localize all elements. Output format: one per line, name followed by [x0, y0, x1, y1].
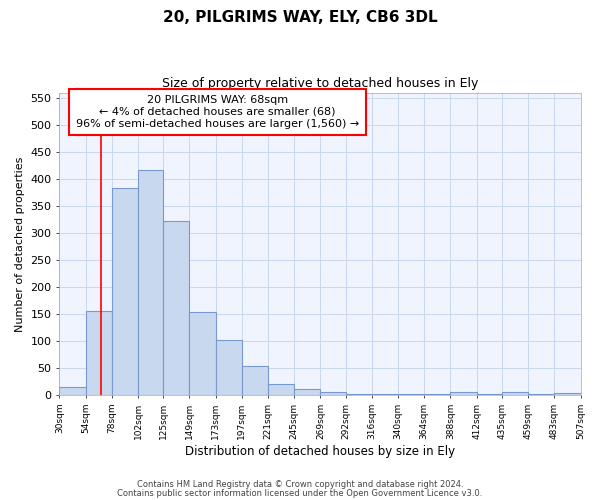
- Bar: [554, 393, 581, 395]
- Bar: [242, 366, 268, 395]
- Bar: [502, 392, 528, 395]
- Bar: [86, 312, 112, 395]
- Y-axis label: Number of detached properties: Number of detached properties: [15, 156, 25, 332]
- Bar: [59, 387, 86, 395]
- Bar: [190, 312, 215, 395]
- Bar: [138, 170, 163, 395]
- Bar: [215, 340, 242, 395]
- Title: Size of property relative to detached houses in Ely: Size of property relative to detached ho…: [162, 78, 478, 90]
- Bar: [398, 394, 424, 395]
- Text: Contains HM Land Registry data © Crown copyright and database right 2024.: Contains HM Land Registry data © Crown c…: [137, 480, 463, 489]
- Bar: [451, 392, 477, 395]
- Bar: [112, 188, 138, 395]
- Bar: [528, 394, 554, 395]
- Bar: [477, 394, 502, 395]
- Text: 20, PILGRIMS WAY, ELY, CB6 3DL: 20, PILGRIMS WAY, ELY, CB6 3DL: [163, 10, 437, 25]
- Bar: [320, 392, 346, 395]
- Text: Contains public sector information licensed under the Open Government Licence v3: Contains public sector information licen…: [118, 488, 482, 498]
- Bar: [294, 389, 320, 395]
- Text: 20 PILGRIMS WAY: 68sqm
← 4% of detached houses are smaller (68)
96% of semi-deta: 20 PILGRIMS WAY: 68sqm ← 4% of detached …: [76, 96, 359, 128]
- X-axis label: Distribution of detached houses by size in Ely: Distribution of detached houses by size …: [185, 444, 455, 458]
- Bar: [268, 384, 294, 395]
- Bar: [346, 394, 372, 395]
- Bar: [163, 222, 190, 395]
- Bar: [424, 394, 451, 395]
- Bar: [372, 394, 398, 395]
